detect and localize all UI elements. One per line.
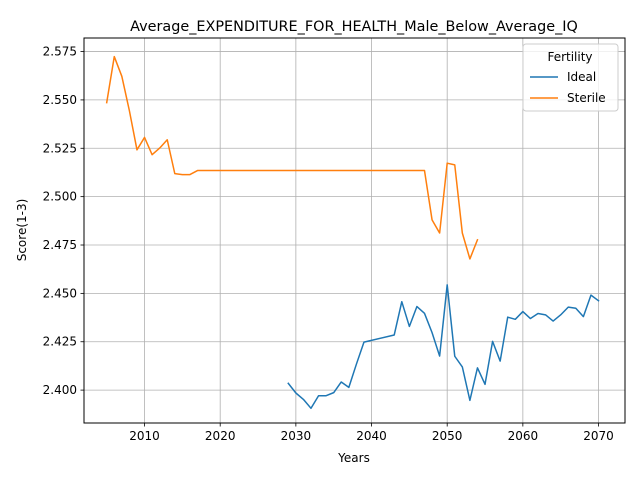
x-axis-label: Years (337, 451, 370, 465)
x-tick-label: 2040 (356, 429, 387, 443)
y-tick-label: 2.550 (43, 93, 77, 107)
y-tick-label: 2.400 (43, 383, 77, 397)
y-axis-label: Score(1-3) (15, 199, 29, 262)
axis-ticks: 2010 2020 2030 2040 2050 2060 2070 2.400 2.425 2.… (43, 45, 614, 443)
x-tick-label: 2070 (583, 429, 614, 443)
x-tick-label: 2020 (205, 429, 236, 443)
legend: Fertility Ideal Sterile (522, 43, 619, 112)
y-tick-label: 2.425 (43, 335, 77, 349)
y-tick-label: 2.475 (43, 238, 77, 252)
y-tick-label: 2.525 (43, 141, 77, 155)
legend-box (522, 43, 619, 112)
plot-frame (83, 37, 626, 424)
y-tick-label: 2.450 (43, 286, 77, 300)
grid (84, 38, 625, 423)
series-line-ideal (287, 284, 600, 410)
legend-label-sterile: Sterile (567, 91, 606, 105)
y-tick-label: 2.500 (43, 190, 77, 204)
x-tick-label: 2010 (129, 429, 160, 443)
series-lines (105, 55, 600, 410)
y-tick-label: 2.575 (43, 45, 77, 59)
legend-label-ideal: Ideal (567, 70, 596, 84)
x-tick-label: 2030 (281, 429, 312, 443)
series-line-sterile (105, 55, 479, 260)
chart-title: Average_EXPENDITURE_FOR_HEALTH_Male_Belo… (130, 19, 578, 35)
x-tick-label: 2050 (432, 429, 463, 443)
x-tick-label: 2060 (508, 429, 539, 443)
legend-title: Fertility (547, 50, 592, 64)
